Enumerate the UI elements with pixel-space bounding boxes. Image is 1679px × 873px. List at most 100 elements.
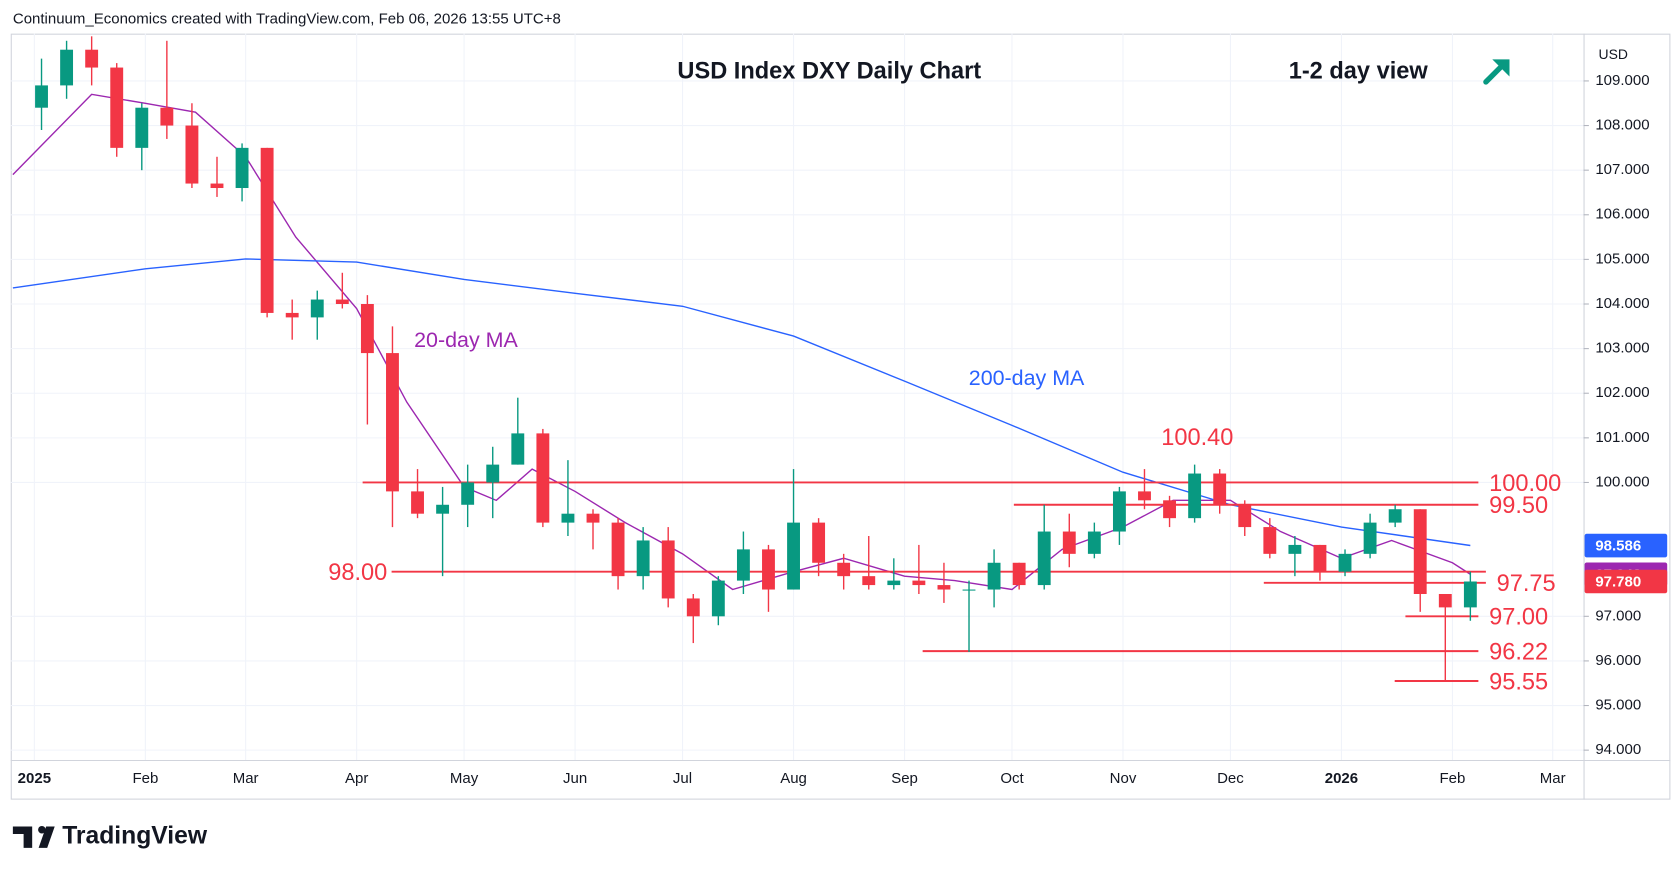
candle-body bbox=[486, 464, 500, 483]
footer-logo-text: TradingView bbox=[62, 823, 208, 850]
candle-body bbox=[1062, 531, 1076, 554]
candle-body bbox=[310, 299, 324, 318]
y-tick-label: 108.000 bbox=[1595, 117, 1649, 134]
level-label: 97.00 bbox=[1489, 605, 1548, 631]
candle-body bbox=[887, 580, 901, 586]
y-tick-label: 106.000 bbox=[1595, 206, 1649, 223]
x-tick-label: Aug bbox=[780, 770, 807, 787]
candle-body bbox=[60, 49, 74, 86]
candle-body bbox=[862, 576, 876, 586]
candle-body bbox=[1012, 562, 1026, 586]
candle-body bbox=[285, 312, 299, 318]
y-tick-label: 100.000 bbox=[1595, 473, 1649, 490]
level-label: 100.00 bbox=[1489, 471, 1561, 497]
candle-body bbox=[135, 107, 149, 148]
ma-label: 200-day MA bbox=[969, 366, 1085, 390]
candle-body bbox=[1163, 500, 1176, 519]
x-tick-label: May bbox=[450, 770, 479, 787]
candle-body bbox=[110, 67, 124, 148]
level-label: 95.55 bbox=[1489, 669, 1548, 695]
candle-body bbox=[686, 598, 700, 617]
x-tick-label: Mar bbox=[233, 770, 259, 787]
candle-body bbox=[736, 549, 750, 581]
candle-body bbox=[1463, 581, 1477, 608]
y-tick-label: 105.000 bbox=[1595, 250, 1649, 267]
level-label: 97.75 bbox=[1497, 571, 1556, 597]
candle-body bbox=[360, 304, 374, 354]
candle-body bbox=[235, 147, 249, 189]
currency-label: USD bbox=[1599, 46, 1628, 62]
y-tick-label: 102.000 bbox=[1595, 384, 1649, 401]
candle-body bbox=[611, 522, 625, 577]
candle-body bbox=[1087, 531, 1101, 554]
x-tick-label: Feb bbox=[1440, 770, 1466, 787]
x-tick-label: Mar bbox=[1540, 770, 1566, 787]
level-label: 96.22 bbox=[1489, 639, 1548, 665]
peak-annotation: 100.40 bbox=[1161, 425, 1233, 451]
candle-body bbox=[711, 580, 725, 617]
candle-body bbox=[210, 183, 224, 189]
candle-body bbox=[1438, 593, 1452, 608]
candle-body bbox=[787, 522, 800, 590]
price-tag bbox=[1584, 533, 1668, 558]
x-tick-label: Sep bbox=[891, 770, 918, 787]
candle-body bbox=[1388, 509, 1402, 523]
level-label: 98.00 bbox=[328, 560, 387, 586]
chart-subtitle: 1-2 day view bbox=[1289, 59, 1429, 85]
candle-body bbox=[1413, 509, 1427, 594]
candle-body bbox=[812, 522, 826, 563]
candle-body bbox=[160, 107, 174, 126]
candle-body bbox=[1138, 491, 1151, 501]
candle-body bbox=[1037, 531, 1051, 586]
x-tick-label: Jul bbox=[673, 770, 692, 787]
candle-body bbox=[1338, 553, 1352, 572]
price-tag bbox=[1584, 569, 1668, 594]
x-tick-label: Oct bbox=[1000, 770, 1024, 787]
candle-body bbox=[837, 562, 851, 577]
candle-body bbox=[1112, 491, 1126, 532]
candle-body bbox=[586, 513, 600, 523]
x-tick-label: 2026 bbox=[1325, 770, 1358, 787]
y-tick-label: 94.000 bbox=[1595, 741, 1641, 758]
candle-body bbox=[1238, 504, 1252, 528]
candle-body bbox=[1313, 544, 1327, 572]
level-label: 99.50 bbox=[1489, 493, 1548, 519]
up-arrow-icon bbox=[1483, 59, 1510, 85]
y-tick-label: 96.000 bbox=[1595, 652, 1641, 669]
candle-body bbox=[35, 85, 48, 108]
candle-body bbox=[1288, 544, 1302, 554]
candle-body bbox=[661, 540, 675, 599]
tradingview-logo bbox=[12, 825, 55, 848]
candle-body bbox=[85, 49, 99, 68]
candle-body bbox=[561, 513, 575, 523]
y-tick-label: 97.000 bbox=[1595, 607, 1641, 624]
x-tick-label: Feb bbox=[132, 770, 158, 787]
candle-body bbox=[461, 482, 475, 505]
candle-body bbox=[260, 147, 274, 313]
x-tick-label: Dec bbox=[1217, 770, 1244, 787]
candle-body bbox=[912, 580, 926, 586]
candle-body bbox=[1363, 522, 1377, 554]
y-tick-label: 104.000 bbox=[1595, 295, 1649, 312]
candle-body bbox=[1263, 527, 1277, 554]
y-tick-label: 101.000 bbox=[1595, 429, 1649, 446]
y-tick-label: 103.000 bbox=[1595, 340, 1649, 357]
candle-body bbox=[511, 433, 525, 465]
price-tag-label: 97.780 bbox=[1595, 574, 1641, 591]
chart-title: USD Index DXY Daily Chart bbox=[677, 59, 981, 85]
ma-label: 20-day MA bbox=[414, 328, 518, 352]
candle-body bbox=[1213, 473, 1227, 505]
candle-body bbox=[335, 299, 349, 305]
candle-body bbox=[636, 540, 650, 577]
candle-body bbox=[987, 562, 1001, 590]
y-tick-label: 109.000 bbox=[1595, 72, 1649, 89]
candle-body bbox=[937, 585, 951, 590]
x-tick-label: Jun bbox=[563, 770, 587, 787]
x-tick-label: Apr bbox=[345, 770, 368, 787]
y-tick-label: 95.000 bbox=[1595, 697, 1641, 714]
header-text: Continuum_Economics created with Trading… bbox=[13, 11, 561, 28]
candle-body bbox=[185, 125, 199, 184]
chart-frame bbox=[10, 33, 1671, 800]
